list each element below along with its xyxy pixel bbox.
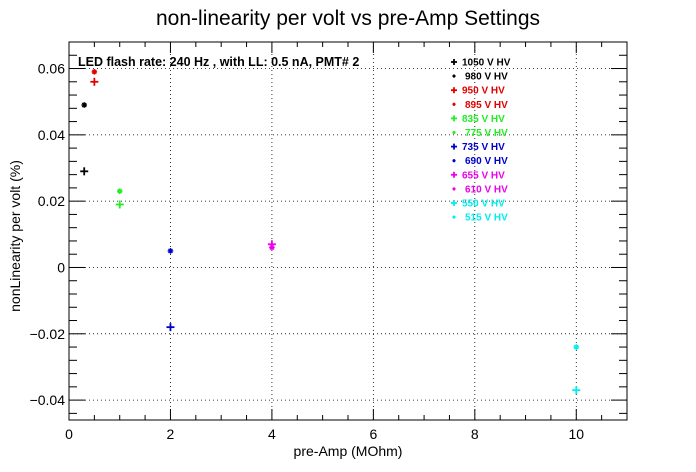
legend-entry: 690 V HV [452, 156, 508, 167]
plus-marker [451, 200, 457, 206]
plus-marker [451, 87, 457, 94]
annotation-text: LED flash rate: 240 Hz , with LL: 0.5 nA… [78, 55, 359, 69]
legend-label: 895 V HV [465, 100, 508, 111]
legend-entry: 550 V HV [451, 199, 505, 210]
x-tick-label: 10 [568, 426, 584, 442]
x-tick-label: 8 [471, 426, 479, 442]
legend-entry: 835 V HV [451, 114, 505, 125]
legend-entry: 980 V HV [452, 72, 508, 83]
y-tick-label: −0.04 [30, 392, 66, 408]
legend-label: 550 V HV [462, 199, 505, 210]
legend-label: 1050 V HV [462, 58, 511, 69]
star-marker [452, 130, 456, 135]
tick-labels: 0 2 4 6 8 10 −0.04 −0.02 0 0.02 0.04 0.06 [30, 61, 585, 442]
plus-marker [115, 200, 124, 209]
legend-entry: 895 V HV [452, 100, 508, 111]
legend-label: 515 V HV [465, 213, 508, 224]
y-axis-label: nonLinearity per volt (%) [7, 160, 23, 312]
star-marker [116, 188, 123, 195]
star-marker [91, 69, 98, 75]
star-marker [452, 187, 456, 191]
plus-marker [166, 323, 175, 332]
legend-entry: 950 V HV [451, 86, 505, 97]
star-marker [167, 248, 174, 254]
y-tick-label: 0.06 [38, 61, 65, 77]
chart-title: non-linearity per volt vs pre-Amp Settin… [156, 7, 540, 30]
x-axis-label: pre-Amp (MOhm) [294, 443, 403, 459]
y-tick-label: 0.02 [38, 193, 65, 209]
legend-label: 735 V HV [462, 142, 505, 153]
plus-marker [80, 167, 89, 176]
star-marker [269, 244, 275, 251]
star-marker [452, 215, 456, 219]
data-points [80, 69, 581, 395]
legend-label: 690 V HV [465, 156, 508, 167]
legend-entry: 775 V HV [452, 128, 508, 139]
grid [68, 42, 627, 420]
plus-marker [90, 77, 99, 86]
legend-entry: 655 V HV [451, 170, 505, 181]
plus-marker [572, 386, 581, 395]
plus-marker [451, 59, 457, 65]
legend-entry: 1050 V HV [451, 58, 511, 69]
y-tick-label: 0 [57, 259, 65, 275]
legend-entry: 735 V HV [451, 142, 505, 153]
plus-marker [451, 171, 457, 178]
legend: 1050 V HV 980 V HV 950 V HV 895 V HV 835 V H… [451, 58, 511, 224]
plot-frame [68, 41, 628, 421]
legend-entry: 515 V HV [452, 213, 508, 224]
plus-marker [451, 143, 457, 150]
legend-label: 950 V HV [462, 86, 505, 97]
star-marker [452, 74, 456, 78]
legend-label: 655 V HV [462, 170, 505, 181]
star-marker [452, 159, 456, 163]
x-tick-label: 0 [65, 426, 73, 442]
y-tick-label: 0.04 [38, 127, 65, 143]
x-tick-label: 6 [369, 426, 377, 442]
axis-ticks [68, 42, 627, 420]
star-marker [81, 102, 88, 108]
legend-entry: 610 V HV [452, 184, 508, 195]
plus-marker [451, 115, 457, 122]
legend-label: 835 V HV [462, 114, 505, 125]
y-tick-label: −0.02 [30, 326, 66, 342]
legend-label: 610 V HV [465, 184, 508, 195]
legend-label: 775 V HV [465, 128, 508, 139]
x-tick-label: 2 [167, 426, 175, 442]
x-tick-label: 4 [268, 426, 276, 442]
star-marker [452, 102, 456, 106]
star-marker [573, 344, 580, 350]
legend-label: 980 V HV [465, 72, 508, 83]
